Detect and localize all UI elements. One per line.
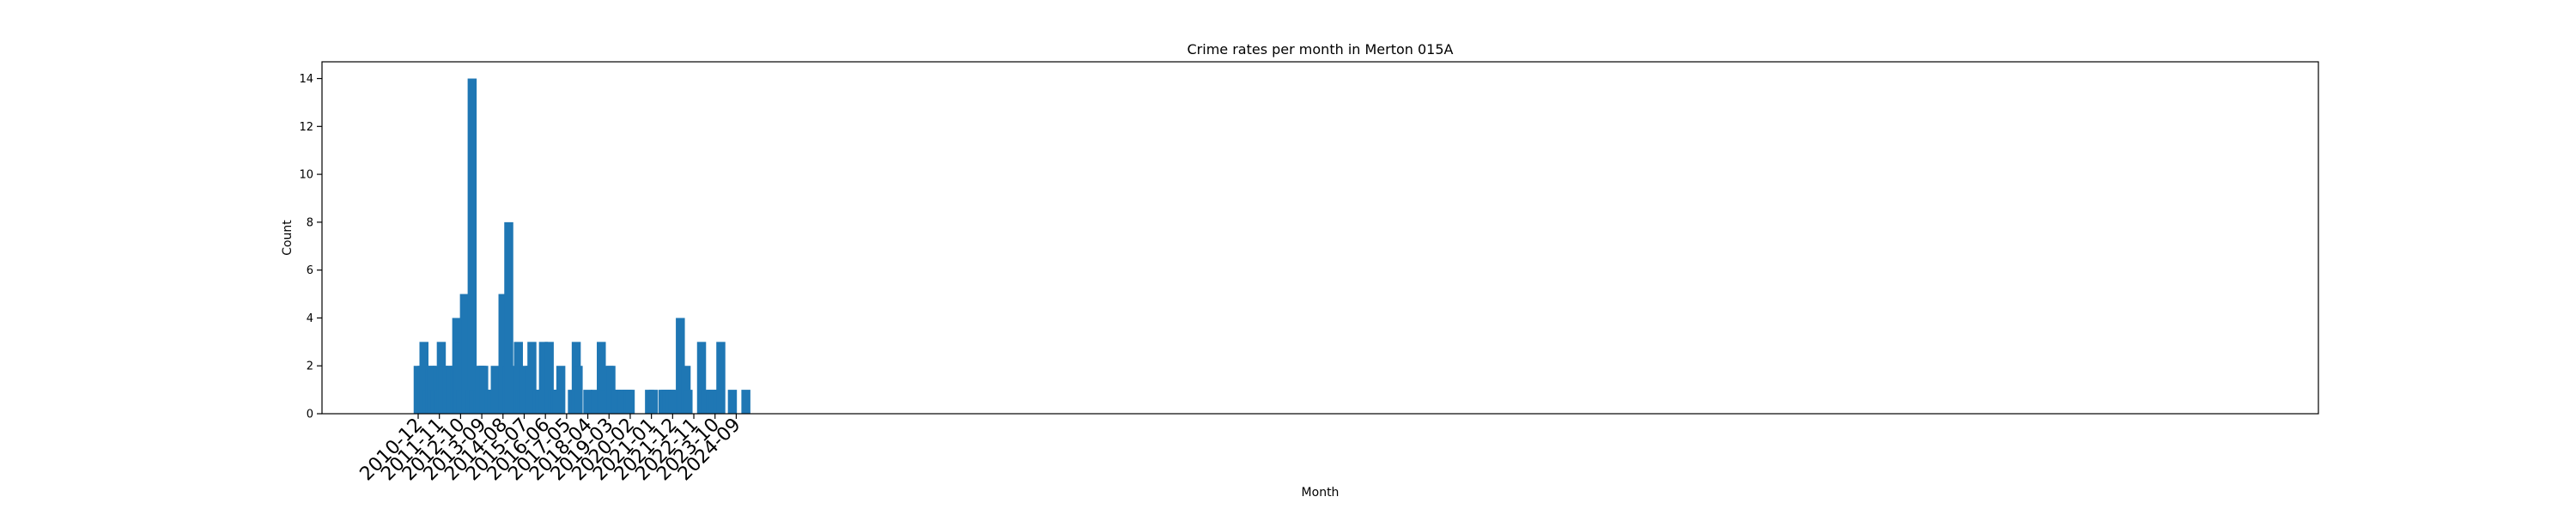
bar xyxy=(461,318,471,414)
bar xyxy=(625,390,635,414)
y-tick-label: 10 xyxy=(299,169,313,182)
bar xyxy=(648,390,659,414)
y-tick-label: 8 xyxy=(307,216,313,229)
y-tick-label: 12 xyxy=(299,121,313,134)
bar xyxy=(538,342,549,414)
bars-group xyxy=(413,78,750,415)
bar xyxy=(467,78,477,415)
bar xyxy=(519,366,529,414)
y-tick-label: 0 xyxy=(307,409,313,421)
y-tick-label: 6 xyxy=(307,264,313,277)
y-tick-label: 14 xyxy=(299,73,313,86)
bar xyxy=(498,294,508,414)
bar xyxy=(419,342,428,414)
bar xyxy=(727,390,738,414)
x-axis: 2010-122011-112012-102013-092014-082015-… xyxy=(356,414,745,485)
bar xyxy=(716,342,726,414)
y-tick-label: 2 xyxy=(307,360,313,373)
bar xyxy=(708,390,718,414)
bar xyxy=(741,390,750,414)
y-axis: 0 2 4 6 8 10 12 14 xyxy=(299,73,322,421)
bar xyxy=(591,390,600,414)
bar xyxy=(453,342,464,414)
bar xyxy=(583,390,592,414)
x-axis-label: Month xyxy=(1302,486,1340,500)
bar xyxy=(683,390,693,414)
bar xyxy=(668,390,677,414)
bar xyxy=(574,366,583,414)
bar xyxy=(701,390,710,414)
bar xyxy=(556,366,566,414)
bar xyxy=(597,342,606,414)
y-tick-label: 4 xyxy=(307,312,313,325)
bar xyxy=(598,390,608,414)
bar xyxy=(490,366,501,414)
bar xyxy=(527,342,537,414)
bar xyxy=(544,342,554,414)
bar xyxy=(696,342,707,414)
y-axis-label: Count xyxy=(281,220,295,256)
bar xyxy=(513,342,523,414)
bar xyxy=(676,318,685,414)
bar xyxy=(504,221,513,414)
bar xyxy=(479,366,489,414)
plot-frame xyxy=(321,61,2319,415)
chart-title: Crime rates per month in Merton 015A xyxy=(1188,41,1454,58)
